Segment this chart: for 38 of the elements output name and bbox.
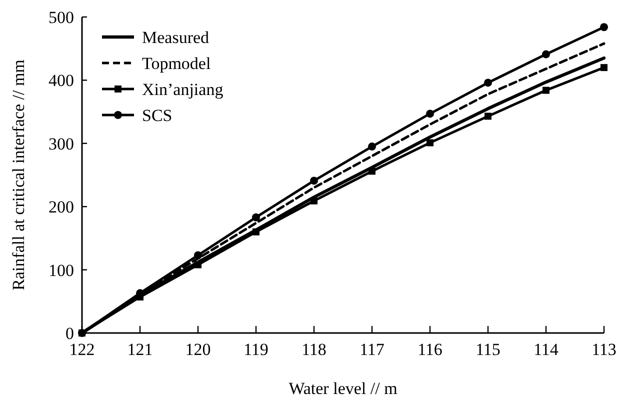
point [484, 78, 492, 87]
point [194, 251, 202, 260]
x-axis-title: Water level // m [288, 379, 398, 398]
point [600, 64, 608, 72]
legend-label: Measured [142, 28, 210, 47]
x-tick-label: 114 [534, 340, 559, 359]
point [310, 197, 318, 204]
point [484, 112, 492, 120]
x-tick-label: 119 [244, 340, 268, 359]
point [426, 139, 434, 146]
point [252, 213, 260, 222]
point [194, 261, 202, 268]
point [368, 168, 376, 175]
y-axis-title: Rainfall at critical interface // mm [9, 60, 28, 290]
point [368, 142, 376, 151]
x-tick-label: 121 [127, 340, 153, 359]
x-tick-label: 116 [418, 340, 442, 359]
point [252, 228, 260, 236]
legend-label: Xin’anjiang [142, 80, 224, 99]
y-tick-label: 400 [48, 71, 74, 90]
point [310, 176, 318, 185]
legend-label: Topmodel [142, 54, 211, 73]
point [542, 50, 550, 58]
y-tick-label: 0 [66, 324, 74, 343]
point [542, 86, 550, 94]
x-tick-label: 113 [592, 340, 616, 359]
y-tick-label: 100 [48, 260, 74, 280]
x-tick-label: 115 [476, 340, 500, 359]
point [426, 110, 434, 118]
y-tick-label: 300 [48, 134, 74, 154]
y-tick-label: 200 [48, 198, 74, 217]
x-tick-label: 118 [302, 340, 326, 359]
y-tick-label: 500 [48, 8, 74, 27]
legend-label: SCS [142, 106, 172, 125]
point [600, 23, 608, 32]
x-tick-label: 120 [185, 340, 211, 359]
x-tick-label: 122 [69, 340, 95, 359]
x-tick-label: 117 [360, 340, 385, 359]
